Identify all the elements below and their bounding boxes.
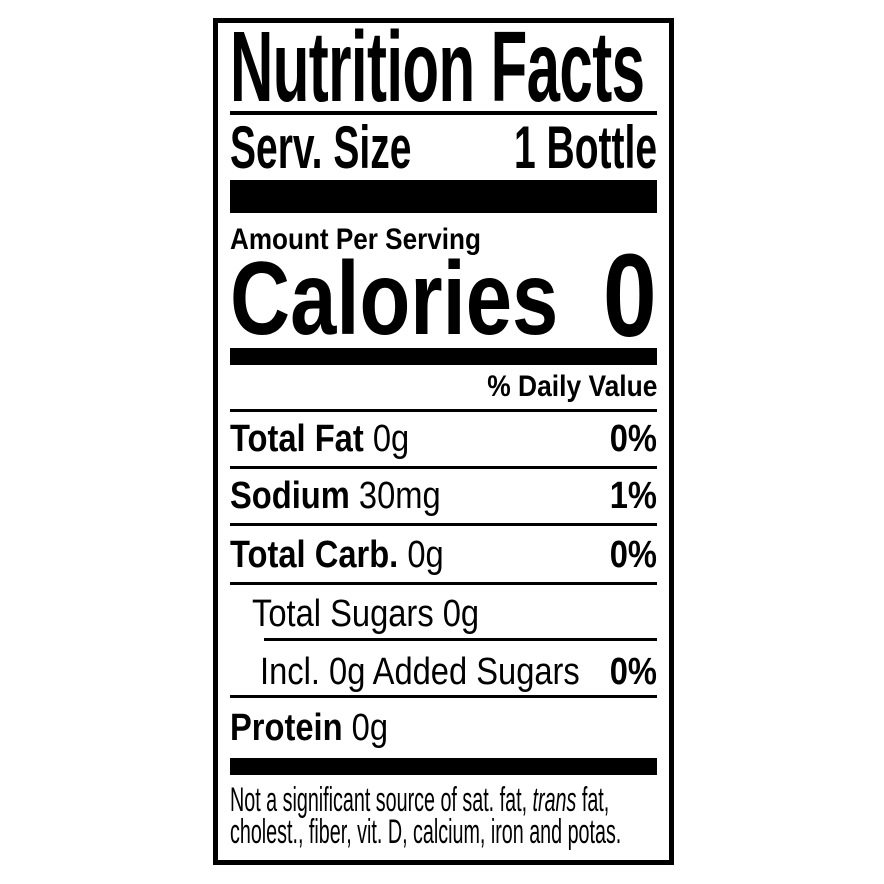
divider <box>230 409 657 412</box>
nutrition-facts-title-text: Nutrition Facts <box>230 18 645 123</box>
divider <box>230 695 657 698</box>
divider <box>230 523 657 526</box>
medium-separator-bar <box>230 348 657 365</box>
total-carb-name: Total Carb. <box>230 534 399 576</box>
calories-label: Calories <box>230 241 559 357</box>
total-fat-amount: 0g <box>372 418 410 460</box>
thick-separator-bar-bottom <box>230 758 657 775</box>
divider-indented <box>264 638 657 641</box>
footnote-line-2: cholest., fiber, vit. D, calcium, iron a… <box>230 813 622 851</box>
added-sugars-text: Incl. 0g Added Sugars <box>260 651 580 693</box>
divider-under-title <box>230 111 657 115</box>
serving-size-row: Serv. Size 1 Bottle <box>230 114 657 181</box>
sodium-name: Sodium <box>230 475 350 517</box>
calories-value: 0 <box>603 230 657 362</box>
divider <box>230 466 657 469</box>
nutrition-facts-title: Nutrition Facts <box>230 18 657 123</box>
divider <box>230 582 657 585</box>
amount-per-serving-label: Amount Per Serving <box>230 223 481 256</box>
serving-size-value: 1 Bottle <box>513 114 657 181</box>
protein-amount: 0g <box>351 707 389 749</box>
nutrition-facts-label: Nutrition Facts Serv. Size 1 Bottle Amou… <box>213 18 674 865</box>
footnote-line-1: Not a significant source of sat. fat, tr… <box>230 781 610 819</box>
trans-fat-italic: trans <box>532 781 577 819</box>
sodium-daily-value: 1% <box>609 475 657 517</box>
serving-size-label: Serv. Size <box>230 114 412 181</box>
total-carb-daily-value: 0% <box>609 534 657 576</box>
calories-row: Calories 0 <box>230 237 657 355</box>
total-fat-name: Total Fat <box>230 418 364 460</box>
row-added-sugars: Incl. 0g Added Sugars 0% <box>230 651 657 693</box>
row-total-sugars: Total Sugars 0g <box>230 593 657 635</box>
total-carb-amount: 0g <box>407 534 444 576</box>
footnote: Not a significant source of sat. fat, tr… <box>230 781 657 851</box>
row-sodium: Sodium 30mg 1% <box>230 475 657 517</box>
row-protein: Protein 0g <box>230 707 657 749</box>
thick-separator-bar-top <box>230 180 657 213</box>
sodium-amount: 30mg <box>358 475 441 517</box>
total-fat-daily-value: 0% <box>609 418 657 460</box>
added-sugars-daily-value: 0% <box>609 651 657 693</box>
daily-value-header: % Daily Value <box>486 370 657 403</box>
protein-name: Protein <box>230 707 343 749</box>
row-total-fat: Total Fat 0g 0% <box>230 418 657 460</box>
total-sugars-text: Total Sugars 0g <box>252 593 480 635</box>
row-total-carb: Total Carb. 0g 0% <box>230 534 657 576</box>
